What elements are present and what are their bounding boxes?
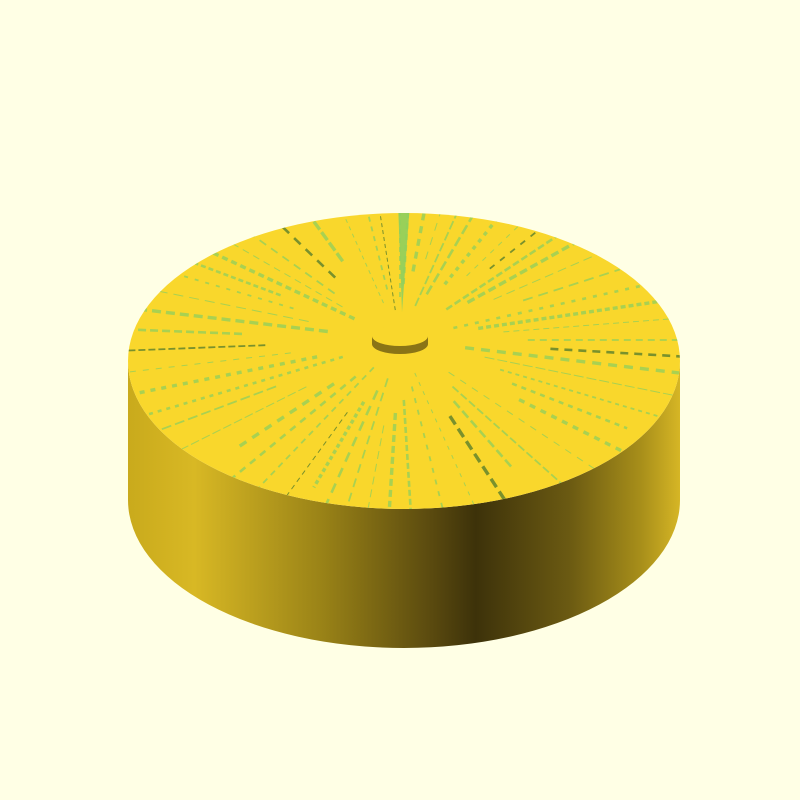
artifact-streak: [414, 372, 495, 509]
artifact-streak: [425, 213, 491, 260]
artifact-streak: [550, 347, 680, 359]
artifact-streak: [136, 286, 309, 322]
artifact-streak: [128, 248, 294, 310]
artifact-streak: [356, 213, 389, 290]
artifact-streak: [128, 385, 277, 463]
artifact-streak: [425, 213, 514, 295]
artifact-streak: [361, 425, 385, 509]
artifact-streak: [233, 382, 335, 451]
artifact-streak: [448, 415, 512, 509]
artifact-streak: [453, 272, 680, 330]
artifact-streak: [411, 213, 449, 272]
artifact-streak: [452, 400, 513, 469]
artifact-streak: [518, 398, 657, 470]
disc-top-face: [128, 213, 680, 509]
artifact-streak: [277, 389, 379, 509]
disc-side-wall: [128, 361, 680, 648]
artifact-streak: [312, 400, 366, 489]
artifact-streak: [489, 213, 559, 270]
artifact-streak: [522, 268, 621, 302]
artifact-streak: [226, 213, 345, 263]
artifact-streak: [451, 385, 654, 509]
artifact-streak: [128, 280, 328, 334]
artifact-streak: [323, 378, 389, 509]
artifact-streak: [158, 386, 307, 461]
artifact-streak: [402, 399, 420, 509]
artifact-streak: [484, 356, 680, 423]
artifact-streak: [464, 346, 680, 384]
artifact-streak: [387, 412, 398, 508]
artifact-streak: [131, 375, 357, 509]
artifact-streak: [128, 355, 318, 442]
artifact-streak: [128, 352, 291, 376]
center-nub-top: [372, 326, 428, 346]
artifact-streak: [511, 382, 628, 430]
artifact-streak: [477, 282, 680, 331]
artifact-streak: [377, 213, 396, 311]
artifact-streak: [128, 355, 344, 461]
artifact-streak-main: [398, 213, 410, 312]
artifact-streak: [128, 344, 266, 356]
center-nub: [372, 326, 428, 354]
